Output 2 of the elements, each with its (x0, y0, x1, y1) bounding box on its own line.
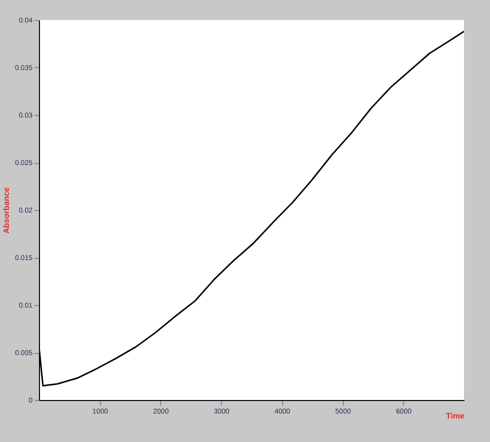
y-axis-title: Absorbance (2, 186, 11, 234)
x-axis-title: Time (446, 412, 466, 420)
